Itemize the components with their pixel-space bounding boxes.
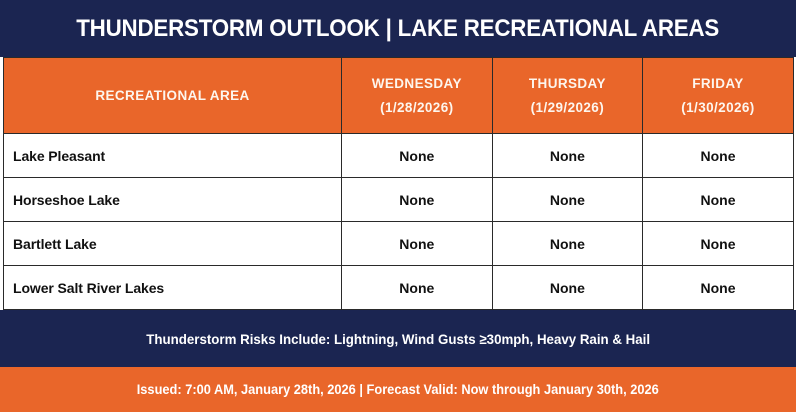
area-name: Lower Salt River Lakes — [3, 265, 342, 310]
risk-value-wednesday: None — [341, 177, 493, 222]
column-header-wednesday-date: (1/28/2026) — [380, 99, 454, 115]
area-name: Lake Pleasant — [3, 133, 342, 178]
table-body: Lake Pleasant None None None Horseshoe L… — [3, 133, 794, 310]
risk-value-friday: None — [642, 221, 794, 266]
table-row: Lake Pleasant None None None — [3, 133, 794, 178]
area-name: Horseshoe Lake — [3, 177, 342, 222]
column-header-wednesday-day: WEDNESDAY — [371, 76, 462, 92]
column-header-friday-date: (1/30/2026) — [681, 99, 755, 115]
risk-value-thursday: None — [491, 133, 644, 178]
table-row: Bartlett Lake None None None — [3, 221, 794, 266]
risk-value-thursday: None — [491, 221, 644, 266]
column-header-wednesday: WEDNESDAY (1/28/2026) — [341, 57, 493, 134]
column-header-thursday: THURSDAY (1/29/2026) — [491, 57, 644, 134]
risk-value-wednesday: None — [341, 133, 493, 178]
risk-value-wednesday: None — [341, 265, 493, 310]
issued-footer-bar: Issued: 7:00 AM, January 28th, 2026 | Fo… — [0, 367, 796, 412]
column-header-thursday-date: (1/29/2026) — [530, 99, 605, 115]
risk-value-wednesday: None — [341, 221, 493, 266]
risk-value-friday: None — [642, 177, 794, 222]
header-row: RECREATIONAL AREA WEDNESDAY (1/28/2026) … — [3, 57, 794, 134]
table-row: Lower Salt River Lakes None None None — [3, 265, 794, 310]
area-name: Bartlett Lake — [3, 221, 342, 266]
title-bar: THUNDERSTORM OUTLOOK | LAKE RECREATIONAL… — [0, 0, 796, 57]
outlook-table-container: RECREATIONAL AREA WEDNESDAY (1/28/2026) … — [0, 57, 796, 310]
risk-note-text: Thunderstorm Risks Include: Lightning, W… — [146, 330, 650, 347]
risk-value-friday: None — [642, 133, 794, 178]
column-header-friday-day: FRIDAY — [692, 76, 744, 92]
issued-footer-text: Issued: 7:00 AM, January 28th, 2026 | Fo… — [137, 382, 659, 397]
column-header-thursday-day: THURSDAY — [528, 76, 606, 92]
outlook-table: RECREATIONAL AREA WEDNESDAY (1/28/2026) … — [3, 57, 794, 310]
table-header: RECREATIONAL AREA WEDNESDAY (1/28/2026) … — [3, 57, 794, 134]
risk-note-bar: Thunderstorm Risks Include: Lightning, W… — [0, 310, 796, 367]
column-header-area: RECREATIONAL AREA — [3, 57, 342, 134]
risk-value-thursday: None — [491, 177, 644, 222]
risk-value-friday: None — [642, 265, 794, 310]
page-title: THUNDERSTORM OUTLOOK | LAKE RECREATIONAL… — [76, 14, 720, 42]
risk-value-thursday: None — [491, 265, 644, 310]
column-header-friday: FRIDAY (1/30/2026) — [642, 57, 794, 134]
table-row: Horseshoe Lake None None None — [3, 177, 794, 222]
